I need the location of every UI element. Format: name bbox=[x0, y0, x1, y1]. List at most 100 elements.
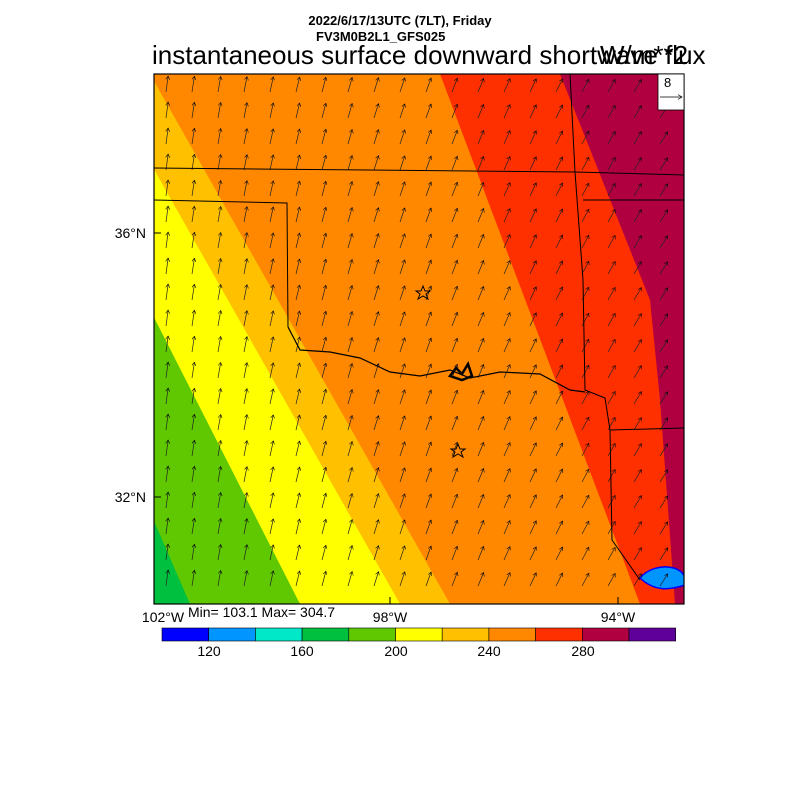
wind-arrow bbox=[451, 546, 457, 561]
wind-arrow bbox=[399, 234, 405, 249]
wind-arrow bbox=[269, 77, 273, 93]
wind-arrow bbox=[166, 492, 168, 509]
colorbar-cell bbox=[348, 627, 396, 642]
date-line: 2022/6/17/13UTC (7LT), Friday bbox=[308, 13, 492, 28]
wind-arrow bbox=[633, 288, 642, 301]
wind-arrow bbox=[373, 338, 378, 353]
wind-arrow bbox=[477, 416, 484, 431]
wind-arrow bbox=[477, 156, 484, 171]
colorbar-cell bbox=[441, 627, 490, 642]
wind-arrow bbox=[243, 207, 247, 223]
wind-arrow bbox=[191, 128, 194, 145]
wind-arrow bbox=[529, 157, 536, 171]
wind-arrow bbox=[425, 312, 431, 327]
wind-arrow bbox=[503, 261, 510, 275]
wind-arrow bbox=[217, 414, 221, 431]
wind-arrow bbox=[555, 209, 563, 223]
wind-arrow bbox=[451, 572, 457, 587]
colorbar-cell bbox=[255, 627, 303, 642]
wind-arrow bbox=[529, 495, 536, 509]
wind-arrow bbox=[659, 470, 669, 483]
wind-arrow bbox=[191, 258, 194, 275]
wind-arrow bbox=[347, 571, 352, 587]
wind-arrow bbox=[633, 210, 642, 223]
wind-arrow bbox=[399, 468, 405, 483]
wind-arrow bbox=[191, 232, 194, 249]
wind-arrow bbox=[607, 287, 615, 301]
lon-label-94w: 94°W bbox=[600, 609, 636, 625]
wind-arrow bbox=[166, 414, 168, 431]
wind-arrow bbox=[166, 258, 168, 275]
wind-arrow bbox=[425, 260, 431, 275]
wind-arrow bbox=[166, 336, 168, 353]
wind-arrow bbox=[347, 415, 352, 431]
wind-arrow bbox=[243, 519, 247, 535]
wind-arrow bbox=[581, 235, 589, 249]
wind-arrow bbox=[633, 574, 642, 587]
wind-arrow bbox=[477, 338, 484, 353]
wind-arrow bbox=[581, 573, 589, 587]
wind-arrow bbox=[607, 313, 615, 327]
wind-arrow bbox=[659, 340, 669, 353]
wind-arrow bbox=[529, 79, 536, 93]
wind-arrow bbox=[607, 157, 615, 171]
star-marker bbox=[414, 284, 432, 301]
wind-arrow bbox=[607, 443, 615, 457]
wind-reference-value: 8 bbox=[664, 75, 672, 90]
wind-arrow bbox=[217, 258, 221, 275]
wind-arrow bbox=[243, 233, 247, 249]
wind-arrow bbox=[503, 417, 510, 431]
wind-arrow bbox=[373, 520, 378, 535]
wind-arrow bbox=[425, 208, 431, 223]
wind-arrow bbox=[295, 493, 300, 509]
wind-arrow bbox=[347, 363, 352, 379]
wind-arrow bbox=[529, 287, 536, 301]
wind-arrow bbox=[633, 392, 642, 405]
wind-arrow bbox=[529, 339, 536, 353]
wind-arrow bbox=[191, 284, 194, 301]
wind-arrow bbox=[347, 545, 352, 561]
wind-arrow bbox=[425, 520, 431, 535]
wind-arrow bbox=[399, 182, 405, 197]
colorbar-cell bbox=[535, 627, 583, 642]
wind-arrow bbox=[581, 131, 589, 145]
wind-arrow bbox=[347, 467, 352, 483]
wind-arrow bbox=[269, 389, 273, 405]
wind-arrow bbox=[451, 520, 457, 535]
wind-arrow bbox=[607, 209, 615, 223]
wind-arrow bbox=[399, 286, 405, 301]
wind-arrow bbox=[217, 232, 221, 249]
wind-arrow bbox=[217, 154, 221, 171]
wind-arrow bbox=[451, 208, 457, 223]
wind-arrow bbox=[659, 288, 669, 301]
wind-arrow bbox=[243, 181, 247, 197]
wind-arrow bbox=[529, 547, 536, 561]
wind-arrow bbox=[399, 416, 405, 431]
wind-arrow bbox=[191, 102, 194, 119]
lat-label-32n: 32°N bbox=[114, 489, 146, 505]
wind-arrow bbox=[503, 79, 510, 93]
colorbar-cell bbox=[161, 627, 210, 642]
wind-arrow bbox=[555, 339, 563, 353]
wind-arrow bbox=[243, 389, 247, 405]
wind-arrow bbox=[243, 493, 247, 509]
wind-arrow bbox=[659, 444, 669, 457]
wind-arrow bbox=[607, 469, 615, 483]
wind-arrow bbox=[191, 206, 194, 223]
wind-arrow bbox=[477, 260, 484, 275]
wind-arrow bbox=[633, 548, 642, 561]
wind-arrow bbox=[581, 521, 589, 535]
wind-arrow bbox=[555, 365, 563, 379]
wind-arrow bbox=[217, 76, 221, 93]
star-marker bbox=[449, 442, 467, 459]
map-title: instantaneous surface downward shortwave… bbox=[152, 40, 706, 70]
wind-vectors bbox=[166, 76, 669, 587]
wind-arrow bbox=[166, 232, 168, 249]
wind-arrow bbox=[373, 208, 378, 223]
wind-arrow bbox=[503, 521, 510, 535]
wind-arrow bbox=[347, 155, 352, 171]
wind-arrow bbox=[503, 365, 510, 379]
wind-arrow bbox=[191, 570, 194, 587]
wind-arrow bbox=[529, 521, 536, 535]
wind-arrow bbox=[555, 547, 563, 561]
